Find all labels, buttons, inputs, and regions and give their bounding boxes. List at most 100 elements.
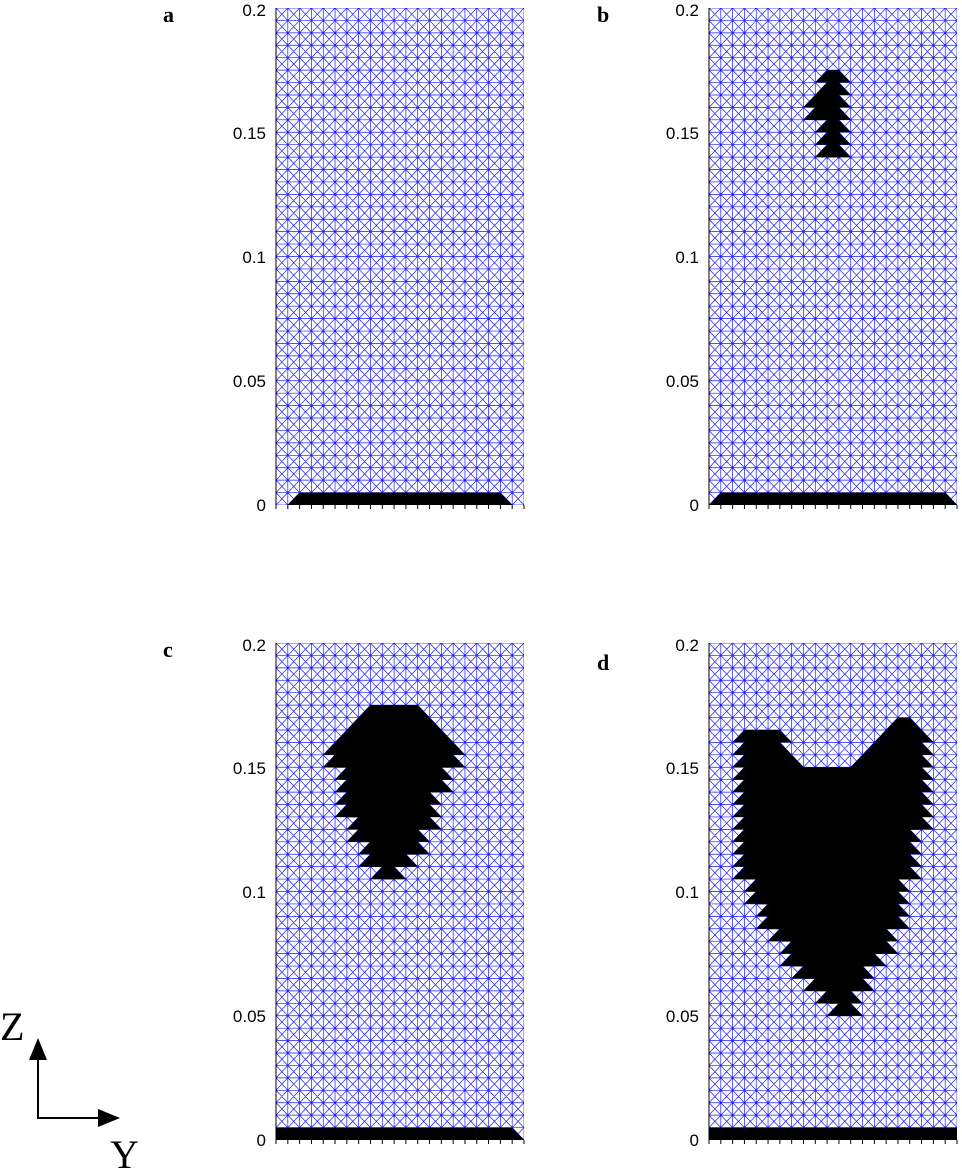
- base-damage-layer-a: [299, 492, 501, 505]
- damage-cell-b-2: [815, 94, 839, 108]
- base-edge-right-c: [512, 1127, 524, 1140]
- damage-edge-left-b-1: [815, 82, 828, 95]
- damage-cell-c-11: [370, 841, 418, 855]
- damage-edge-left-c-5: [335, 767, 347, 780]
- ytick-label-b-0: 0: [690, 496, 699, 515]
- y-axis-d: 0 0.05 0.1 0.15 0.2: [666, 636, 699, 1150]
- damage-edge-right-c-9: [429, 816, 442, 830]
- damage-edge-left-d-16: [744, 879, 757, 892]
- damage-edge-right-c-11: [417, 841, 430, 855]
- damage-edge-left-d-1: [732, 729, 745, 743]
- damage-region-b: [709, 70, 957, 505]
- mesh-grid-a: [276, 8, 524, 505]
- ytick-label-c-4: 0.2: [242, 636, 266, 655]
- damage-edge-right-b-5: [838, 132, 851, 145]
- damage-edge-right-d-3: [779, 742, 792, 755]
- panel-letter-d: d: [597, 650, 609, 675]
- damage-cell-d-17: [756, 891, 898, 905]
- damage-edge-left-b-0: [815, 70, 828, 83]
- panel-letter-c: c: [163, 637, 173, 662]
- x-ticks-d: [708, 1140, 958, 1144]
- damage-cell-d-10: [744, 804, 922, 818]
- damage-cell-b-1: [827, 82, 839, 96]
- damage-cell-d-22: [791, 953, 875, 967]
- damage-edge-left-d-3: [732, 742, 745, 755]
- panel-d: d 0 0.05 0.1 0.15 0.2: [597, 636, 958, 1150]
- damage-cell-c-12: [370, 854, 406, 868]
- ytick-label-b-2: 0.1: [675, 248, 699, 267]
- damage-edge-left-b-3: [803, 107, 816, 120]
- damage-cell-d-16: [756, 879, 898, 892]
- damage-cell-b-4: [827, 119, 839, 133]
- damage-edge-left-d-25: [815, 990, 828, 1004]
- damage-edge-right-d-12: [909, 829, 922, 842]
- damage-edge-right-d-6: [921, 754, 934, 768]
- panel-letter-a: a: [163, 2, 174, 27]
- damage-cell-d-3: [744, 742, 780, 756]
- damage-edge-right-d-23: [862, 966, 875, 979]
- damage-edge-right-d-2: [921, 729, 934, 743]
- base-damage-layer-d: [709, 1127, 957, 1140]
- ytick-label-d-2: 0.1: [675, 883, 699, 902]
- ytick-label-d-4: 0.2: [675, 636, 699, 655]
- damage-cell-d-7: [744, 767, 922, 781]
- damage-region-c: [276, 705, 524, 1140]
- y-axis-letter: Y: [110, 1132, 139, 1170]
- damage-cell-b-5: [827, 132, 839, 146]
- damage-edge-left-d-11: [732, 816, 745, 830]
- ytick-label-a-2: 0.1: [242, 248, 266, 267]
- ytick-label-c-2: 0.1: [242, 883, 266, 902]
- damage-edge-left-b-4: [815, 119, 828, 133]
- damage-edge-right-c-12: [405, 854, 418, 867]
- damage-edge-left-b-5: [815, 132, 828, 145]
- damage-edge-right-c-1: [429, 717, 442, 730]
- y-axis-a: 0 0.05 0.1 0.15 0.2: [233, 1, 266, 515]
- damage-cell-d-11: [744, 816, 922, 830]
- damage-edge-right-d-19: [897, 916, 910, 929]
- damage-cell-c-13: [382, 866, 395, 880]
- damage-edge-left-c-9: [346, 816, 359, 830]
- ytick-label-d-1: 0.05: [666, 1007, 699, 1026]
- damage-cell-d-13: [744, 841, 910, 855]
- base-edge-left-a: [287, 492, 300, 505]
- damage-region-a: [287, 492, 513, 505]
- damage-edge-right-c-5: [441, 767, 454, 780]
- damage-edge-right-b-4: [838, 119, 851, 133]
- damage-edge-right-d-16: [897, 879, 910, 892]
- damage-edge-right-c-6: [441, 779, 454, 793]
- damage-edge-left-c-12: [358, 854, 371, 867]
- damage-cell-d-15: [744, 866, 910, 880]
- damage-cell-d-8: [744, 779, 922, 793]
- damage-edge-left-d-17: [744, 891, 757, 904]
- x-ticks-a: [275, 505, 525, 509]
- ytick-label-c-0: 0: [257, 1131, 266, 1150]
- damage-edge-left-c-6: [335, 779, 347, 793]
- damage-cell-d-1: [744, 729, 780, 743]
- damage-edge-right-c-2: [441, 729, 454, 743]
- damage-edge-right-d-15: [909, 866, 922, 880]
- damage-edge-right-d-5: [791, 754, 804, 768]
- damage-edge-left-d-14: [732, 854, 745, 867]
- damage-cell-d-19: [768, 916, 898, 930]
- damage-edge-right-d-17: [897, 891, 910, 904]
- damage-edge-right-d-20: [886, 928, 898, 942]
- damage-cell-d-0: [897, 717, 910, 731]
- damage-cell-d-4: [874, 742, 922, 756]
- damage-edge-left-d-9: [732, 792, 745, 805]
- damage-edge-left-d-5: [732, 754, 745, 768]
- damage-cell-d-26: [838, 1003, 851, 1017]
- damage-cell-c-9: [358, 816, 430, 830]
- ytick-label-d-3: 0.15: [666, 759, 699, 778]
- damage-edge-left-d-21: [779, 941, 792, 954]
- damage-edge-right-d-25: [850, 990, 863, 1004]
- damage-cell-c-1: [358, 717, 430, 731]
- damage-edge-right-d-22: [874, 953, 887, 967]
- damage-cell-c-4: [335, 754, 454, 768]
- panel-a: a 0 0.05 0.1 0.15 0.2: [163, 1, 525, 515]
- damage-edge-left-c-13: [370, 866, 383, 880]
- damage-edge-left-b-2: [803, 94, 816, 108]
- damage-edge-left-d-4: [862, 742, 875, 755]
- damage-edge-right-c-8: [429, 804, 442, 817]
- damage-edge-left-c-2: [335, 729, 347, 743]
